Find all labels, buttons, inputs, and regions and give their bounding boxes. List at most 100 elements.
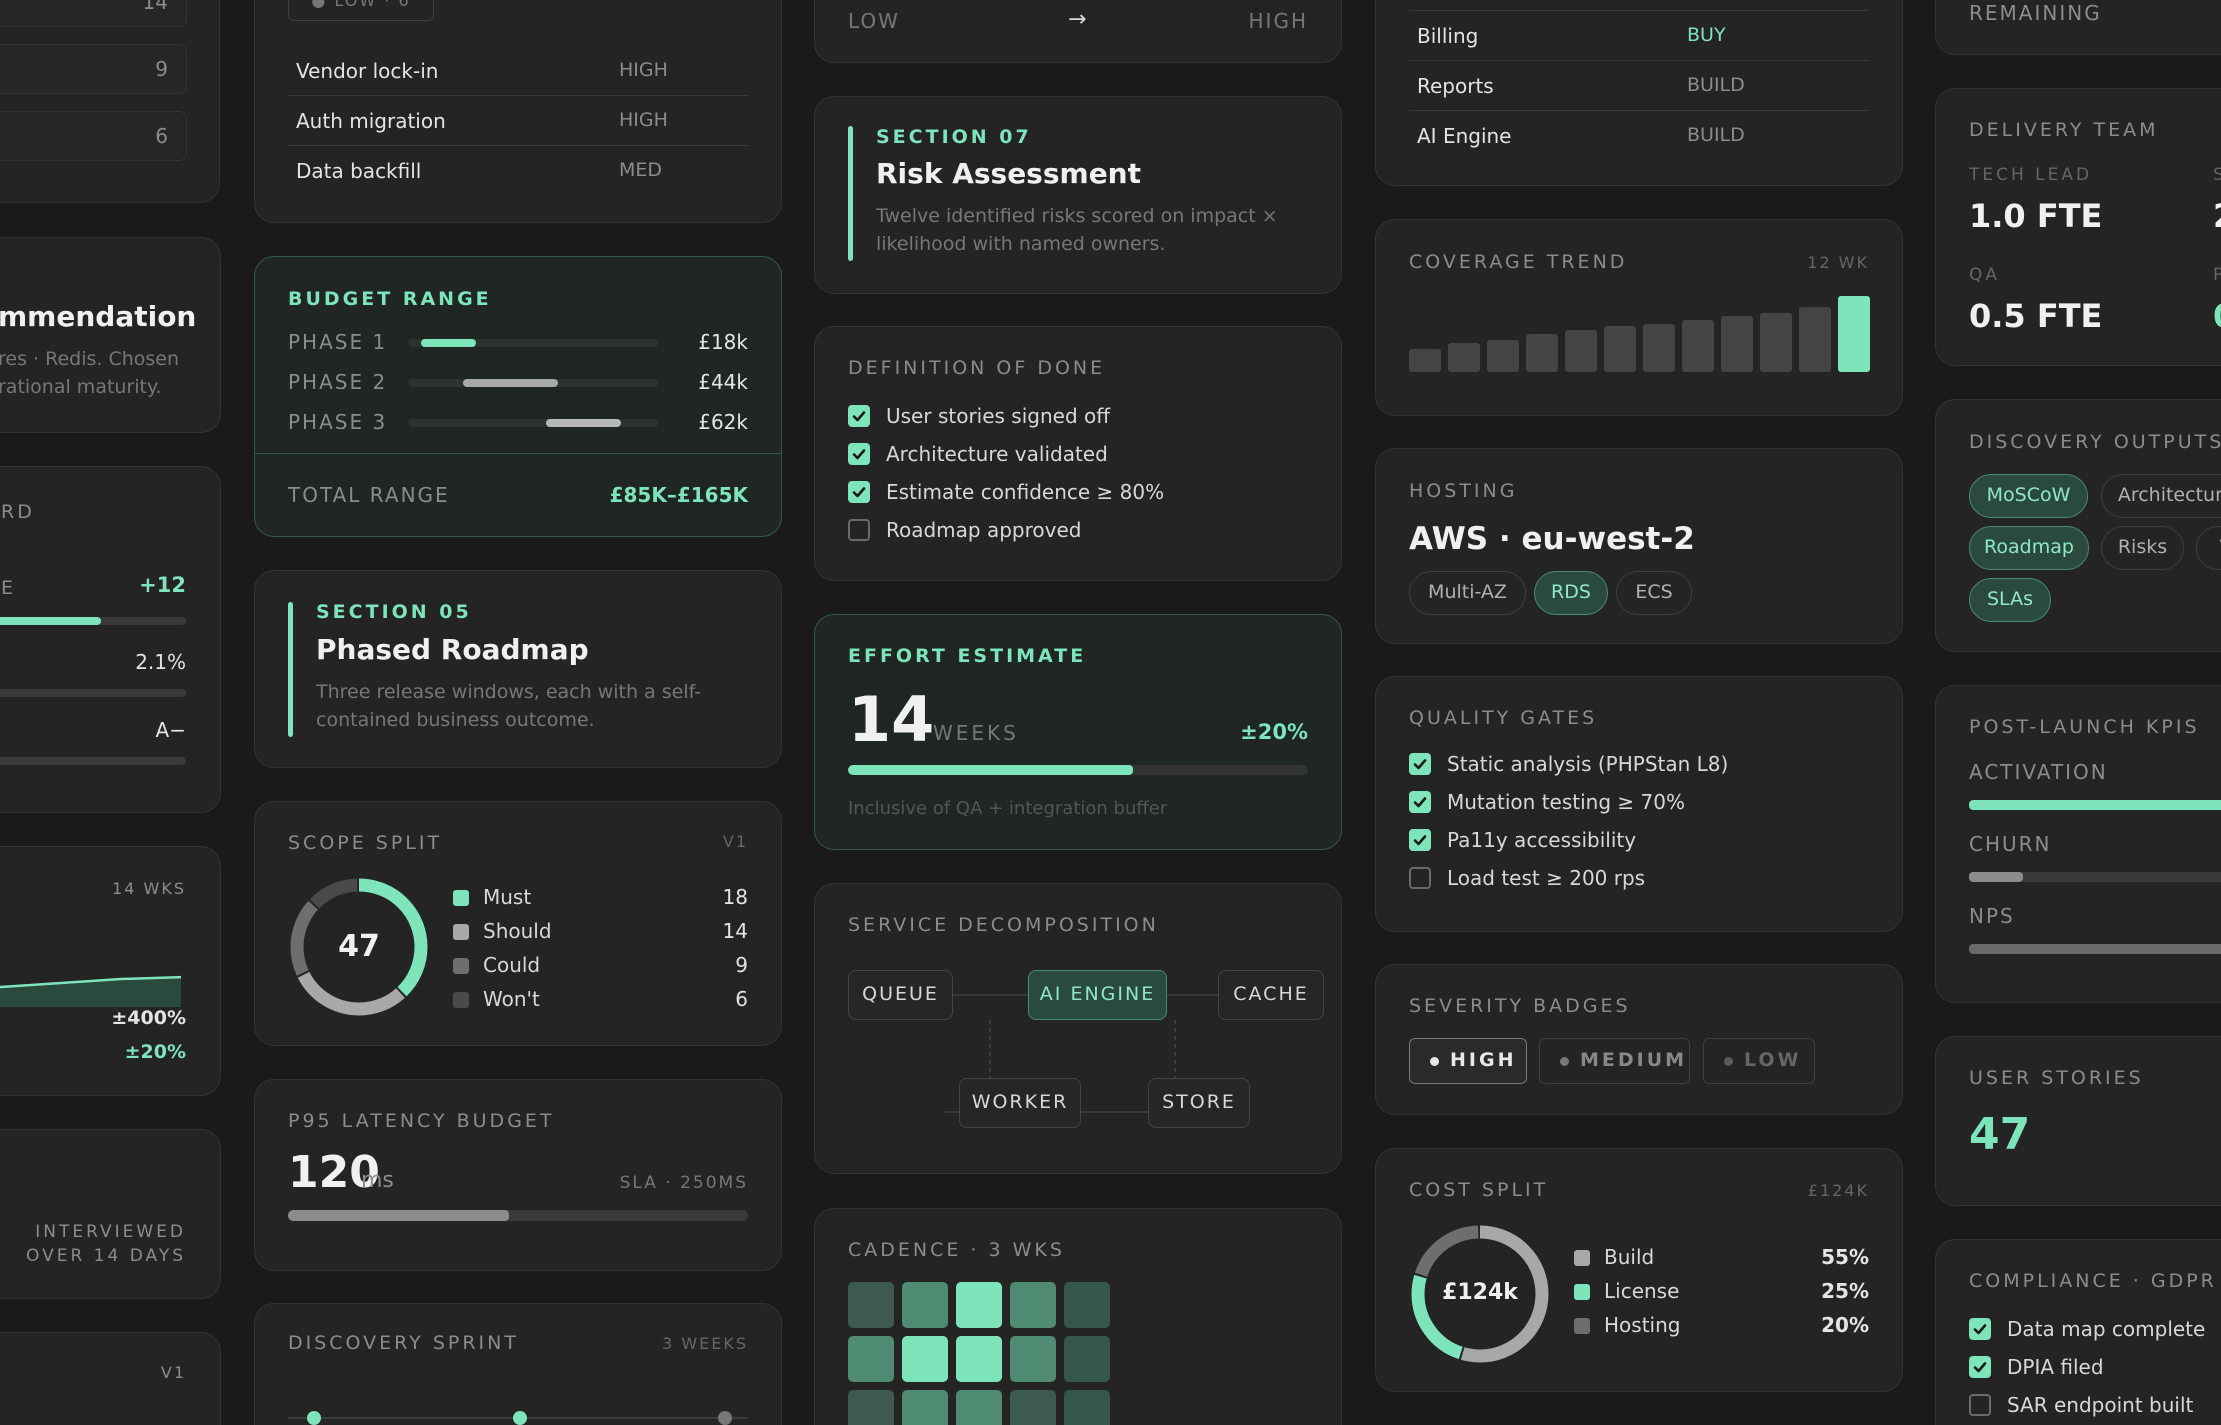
range-low: LOW <box>848 9 900 33</box>
output-tag[interactable]: Roadmap <box>1969 526 2089 570</box>
stories-value: 47 <box>1969 1109 2031 1160</box>
output-tag[interactable]: MoSCoW <box>1969 474 2088 518</box>
donut-slice <box>290 878 428 1016</box>
severity-badge-low[interactable]: LOW <box>1703 1038 1815 1084</box>
checkbox[interactable] <box>1969 1356 1991 1378</box>
checklist-item: Static analysis (PHPStan L8) <box>1447 752 1729 776</box>
checkbox[interactable] <box>848 481 870 503</box>
hosting-tag[interactable]: ECS <box>1616 571 1692 615</box>
effort-unit: WEEKS <box>933 721 1019 745</box>
effort-label: EFFORT ESTIMATE <box>848 645 1087 667</box>
interviews-label: OVER 14 DAYS <box>26 1246 186 1266</box>
interviews-card: INTERVIEWED OVER 14 DAYS <box>0 1129 221 1299</box>
definition-of-done-card: DEFINITION OF DONE User stories signed o… <box>814 326 1342 581</box>
version-label: V1 <box>160 1363 186 1382</box>
latency-label: P95 LATENCY BUDGET <box>288 1110 555 1132</box>
metric-bar <box>0 617 186 625</box>
hosting-tag[interactable]: RDS <box>1534 571 1608 615</box>
service-decomposition-card: SERVICE DECOMPOSITION QUEUE AI ENGINE CA… <box>814 883 1342 1174</box>
total-range-value: £85K–£165K <box>609 483 748 507</box>
scope-item: Won't <box>483 987 540 1011</box>
kpi-bar <box>1969 800 2221 810</box>
checkbox[interactable] <box>1969 1318 1991 1340</box>
cost-donut <box>1411 1225 1549 1363</box>
sprint-milestone[interactable] <box>718 1411 732 1425</box>
scope-value: 14 <box>722 919 748 943</box>
checkbox[interactable] <box>848 443 870 465</box>
effort-estimate-card: EFFORT ESTIMATE 14 WEEKS ±20% Inclusive … <box>814 614 1342 850</box>
cost-center: £124k <box>1442 1280 1518 1305</box>
coverage-bar <box>1682 320 1714 372</box>
legend-swatch <box>453 992 469 1008</box>
services-label: SERVICE DECOMPOSITION <box>848 914 1159 936</box>
kpi-name: NPS <box>1969 904 2015 928</box>
checklist-item: Pa11y accessibility <box>1447 828 1637 852</box>
service-connectors <box>945 994 1220 1113</box>
discovery-sprint-card: DISCOVERY SPRINT 3 WEEKS <box>254 1303 782 1425</box>
output-tag[interactable]: SLAs <box>1969 578 2051 622</box>
scorecard-label: RD <box>1 501 35 523</box>
scope-item: Should <box>483 919 552 943</box>
coverage-bar <box>1838 296 1870 372</box>
service-node-store[interactable]: STORE <box>1148 1078 1250 1128</box>
count-value: 14 <box>142 0 168 14</box>
output-tag[interactable]: Architecture <box>2101 474 2221 518</box>
checkbox[interactable] <box>1409 791 1431 813</box>
count-row-3[interactable]: 6 <box>0 111 187 161</box>
effort-value: 14 <box>848 683 935 756</box>
effort-variance: ±20% <box>1240 720 1308 744</box>
sprint-milestone[interactable] <box>513 1411 527 1425</box>
role-label: S <box>2213 165 2221 185</box>
scope-item: Must <box>483 885 532 909</box>
checklist-item: Data map complete <box>2007 1317 2206 1341</box>
hosting-tag[interactable]: Multi-AZ <box>1409 571 1526 615</box>
latency-bar-fill <box>288 1210 509 1221</box>
output-tag[interactable]: Risks <box>2101 526 2184 570</box>
effort-bar-fill <box>848 765 1134 775</box>
output-tag[interactable]: V <box>2196 526 2221 570</box>
role-label: QA <box>1969 265 2001 285</box>
service-node-worker[interactable]: WORKER <box>959 1078 1081 1128</box>
phase-bar <box>408 419 658 427</box>
delivery-team-card: DELIVERY TEAM TECH LEAD 1.0 FTE S 2 QA 0… <box>1935 88 2221 366</box>
checkbox[interactable] <box>1409 867 1431 889</box>
coverage-bar <box>1526 334 1558 372</box>
coverage-period: 12 WK <box>1807 253 1869 272</box>
remaining-label: REMAINING <box>1969 1 2102 25</box>
count-row-1[interactable]: 14 <box>0 0 187 27</box>
scorecard-card: RD E +12 2.1% A− <box>0 466 221 813</box>
severity-badge-medium[interactable]: MEDIUM <box>1539 1038 1690 1084</box>
risk-filter-pill[interactable]: ● LOW · 6 <box>288 0 434 21</box>
phase-value: £62k <box>698 410 748 434</box>
service-node-ai-engine[interactable]: AI ENGINE <box>1028 970 1167 1020</box>
recommendation-card: mmendation res · Redis. Chosen rational … <box>0 237 221 433</box>
severity-badge-high[interactable]: HIGH <box>1409 1038 1527 1084</box>
coverage-bar <box>1643 324 1675 372</box>
scope-donut <box>290 878 428 1016</box>
count-row-2[interactable]: 9 <box>0 44 187 94</box>
remaining-card: REMAINING <box>1935 0 2221 55</box>
service-node-queue[interactable]: QUEUE <box>848 970 953 1020</box>
checkbox[interactable] <box>1409 829 1431 851</box>
phase-bar-fill <box>463 379 558 387</box>
role-value: 2 <box>2213 197 2221 235</box>
checkbox[interactable] <box>848 519 870 541</box>
range-arrow: → <box>1068 7 1087 32</box>
coverage-bar <box>1448 343 1480 372</box>
service-node-cache[interactable]: CACHE <box>1218 970 1324 1020</box>
checkbox[interactable] <box>1969 1394 1991 1416</box>
section-desc: Twelve identified risks scored on impact… <box>876 205 1278 227</box>
section-desc: Three release windows, each with a self- <box>316 681 702 703</box>
phase-name: PHASE 1 <box>288 330 388 354</box>
total-range-label: TOTAL RANGE <box>288 483 450 507</box>
scope-split-card: SCOPE SPLIT V1 47 Must 18 Should 14 Coul… <box>254 801 782 1046</box>
legend-swatch <box>1574 1318 1590 1334</box>
scope-value: 9 <box>735 953 748 977</box>
sprint-milestone[interactable] <box>307 1411 321 1425</box>
cadence-cell <box>1064 1282 1110 1328</box>
kpi-bar-fill <box>1969 800 2221 810</box>
checkbox[interactable] <box>848 405 870 427</box>
checkbox[interactable] <box>1409 753 1431 775</box>
cadence-cell <box>1010 1390 1056 1425</box>
post-launch-kpis-card: POST-LAUNCH KPIS ACTIVATION CHURN NPS <box>1935 685 2221 1003</box>
